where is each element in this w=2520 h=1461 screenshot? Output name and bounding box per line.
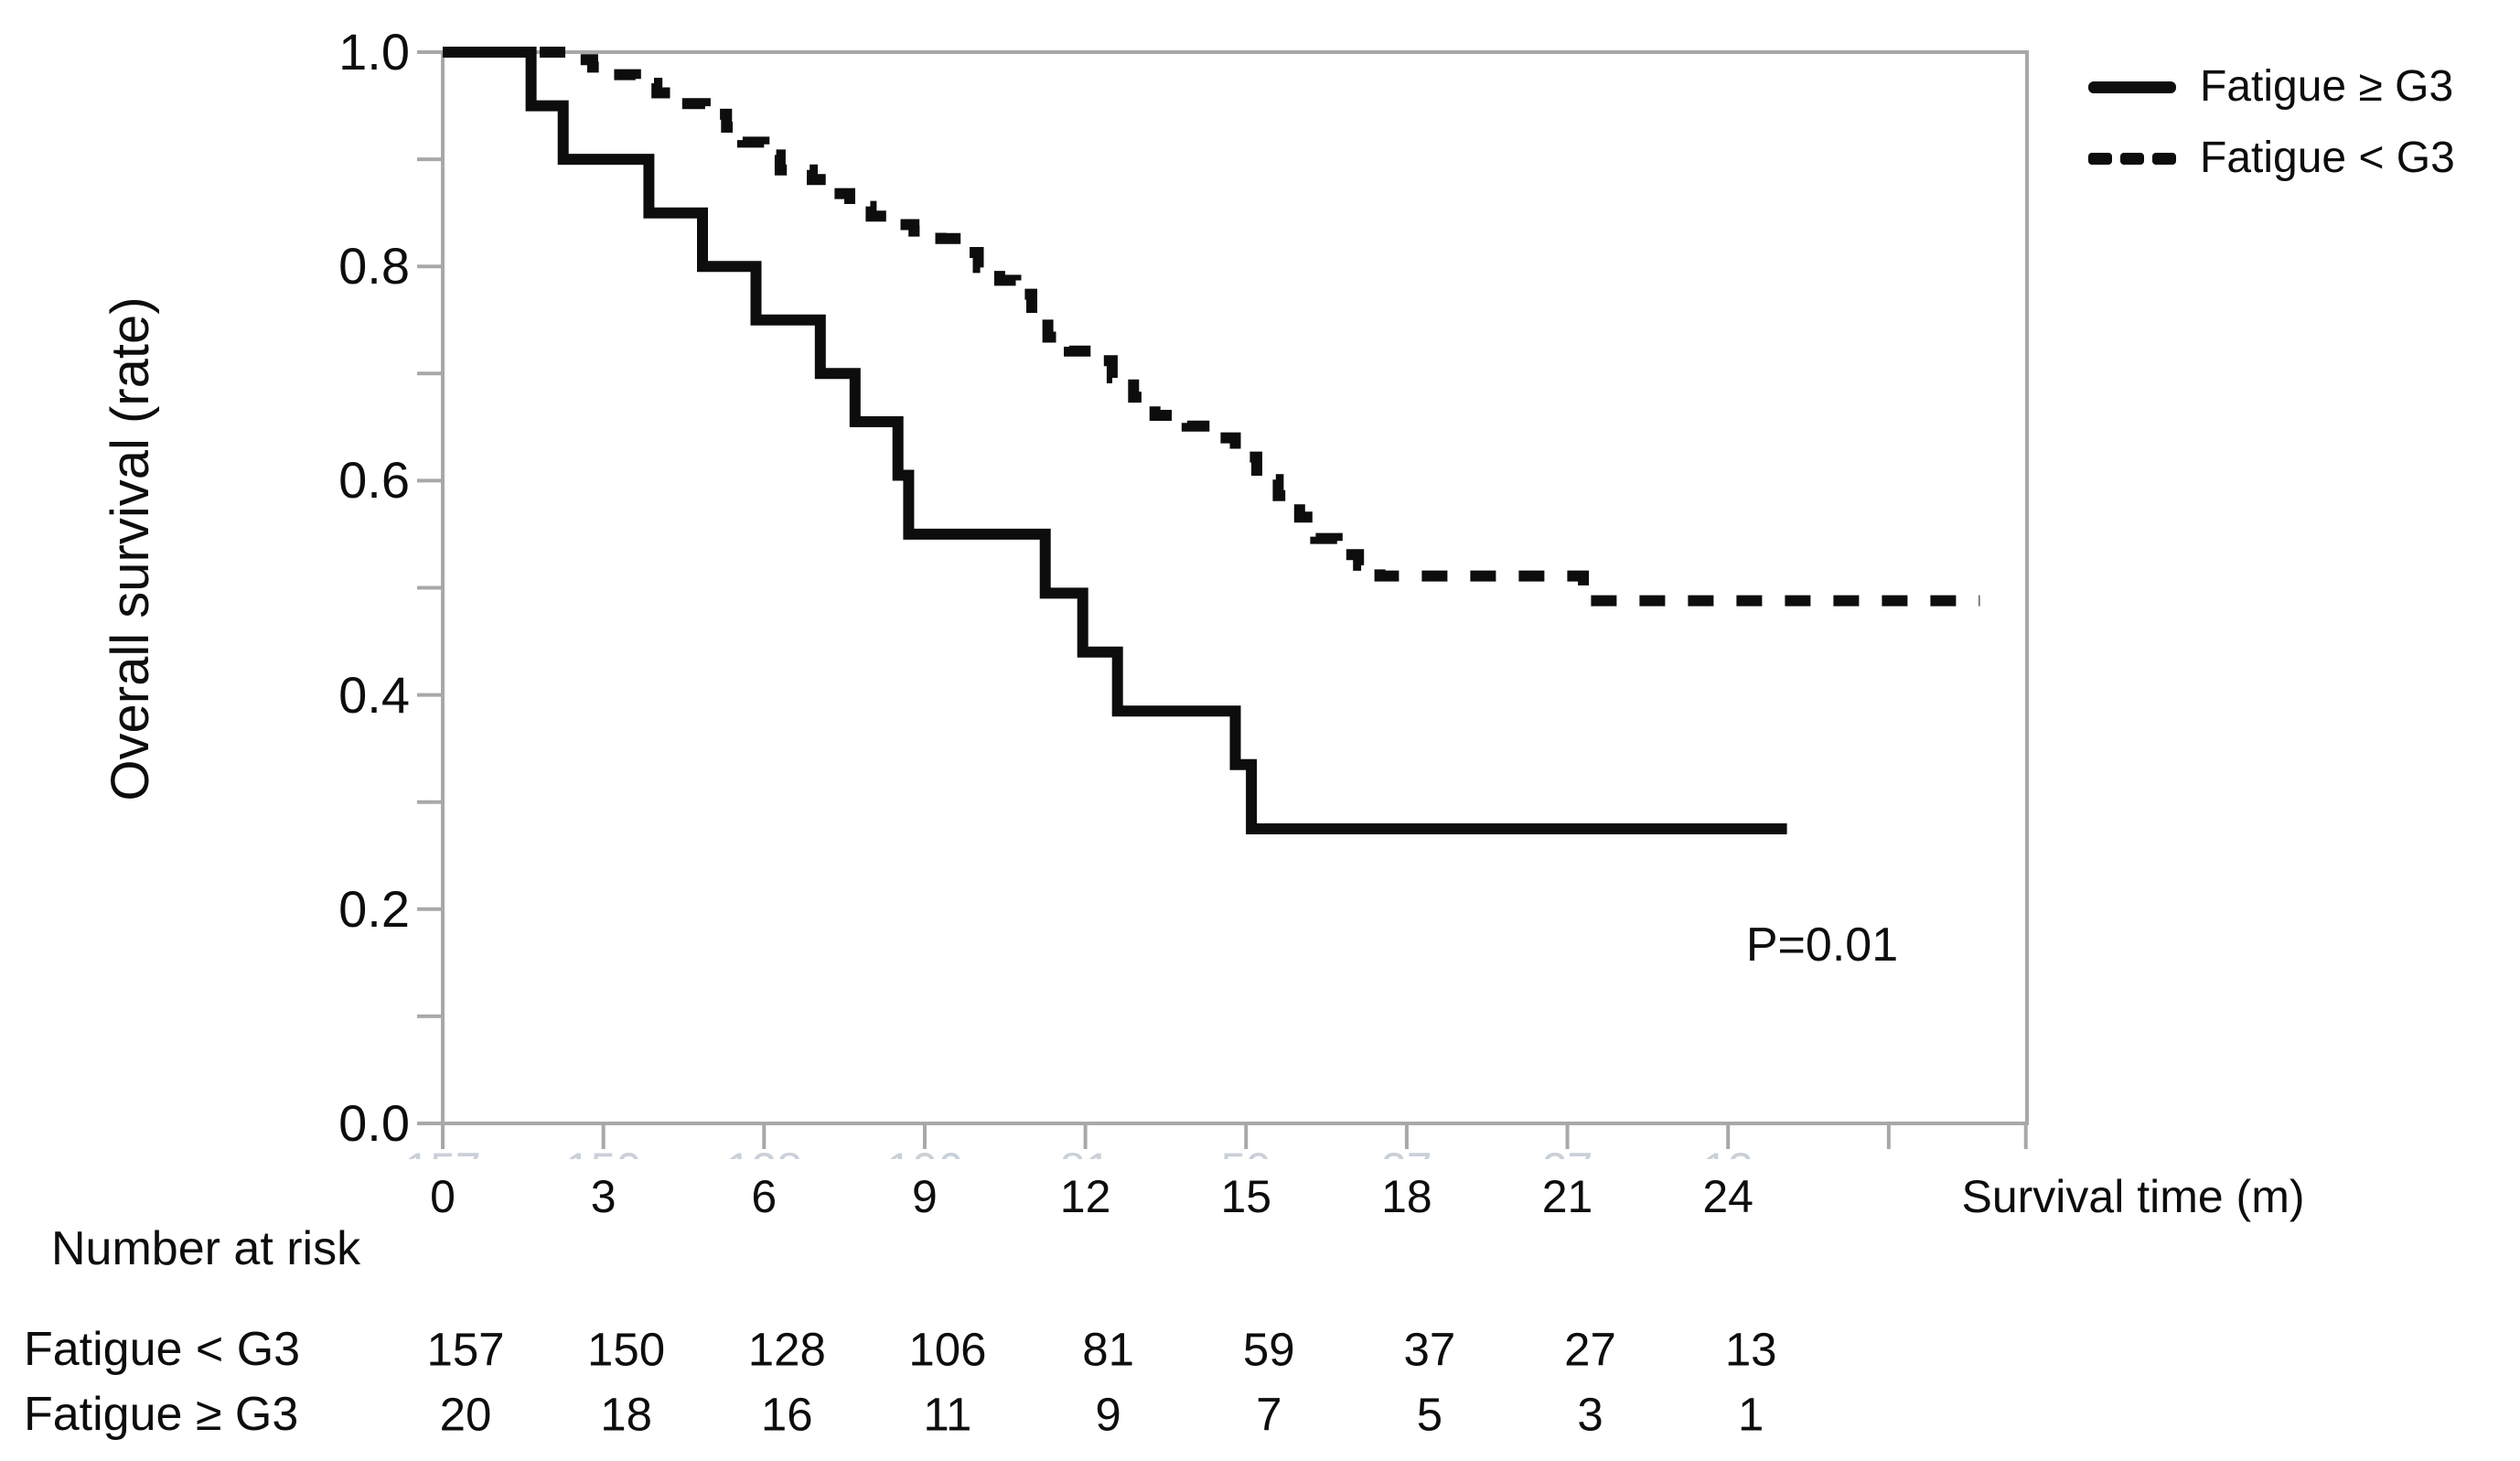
risk-value-row0-m15: 59	[1242, 1323, 1295, 1376]
y-tick-label-0.4: 0.4	[338, 665, 410, 724]
x-tick-label-3: 3	[590, 1171, 617, 1222]
solid-series-path	[443, 47, 1787, 834]
risk-value-row1-m6: 16	[760, 1388, 813, 1441]
risk-row-label-fatigue-ge-g3: Fatigue ≥ G3	[24, 1388, 299, 1441]
clipped-number-artifact-text: 27	[1495, 1145, 1641, 1159]
y-axis-title: Overall survival (rate)	[101, 296, 160, 801]
clipped-number-artifact-text: 106	[852, 1145, 998, 1159]
clipped-number-artifact: 13	[1655, 1145, 1801, 1159]
risk-value-row1-m0: 20	[439, 1388, 492, 1441]
legend-label-fatigue-lt-g3: Fatigue < G3	[2200, 134, 2455, 182]
risk-value-row0-m9: 106	[908, 1323, 987, 1376]
risk-value-row1-m3: 18	[600, 1388, 652, 1441]
number-at-risk-heading: Number at risk	[51, 1222, 361, 1275]
y-tick-label-0.0: 0.0	[338, 1094, 410, 1152]
risk-value-row0-m21: 27	[1564, 1323, 1616, 1376]
risk-row-label-fatigue-lt-g3: Fatigue < G3	[24, 1323, 301, 1376]
x-tick-label-15: 15	[1220, 1171, 1272, 1222]
clipped-number-artifact: 27	[1495, 1145, 1641, 1159]
x-tick-label-12: 12	[1059, 1171, 1111, 1222]
risk-value-row0-m18: 37	[1403, 1323, 1456, 1376]
legend-item-fatigue-lt-g3: Fatigue < G3	[2088, 123, 2455, 194]
x-tick-label-0: 0	[430, 1171, 456, 1222]
clipped-number-artifact-text: 81	[1013, 1145, 1159, 1159]
clipped-number-artifact: 59	[1173, 1145, 1319, 1159]
legend: Fatigue ≥ G3 Fatigue < G3	[2088, 51, 2455, 194]
x-tick-label-24: 24	[1702, 1171, 1753, 1222]
risk-value-row0-m0: 157	[426, 1323, 505, 1376]
clipped-number-artifact: 150	[531, 1145, 677, 1159]
risk-value-row0-m3: 150	[587, 1323, 666, 1376]
x-tick-label-9: 9	[911, 1171, 938, 1222]
x-tick-label-18: 18	[1381, 1171, 1432, 1222]
clipped-number-artifact-text: 150	[531, 1145, 677, 1159]
y-tick-label-0.2: 0.2	[338, 879, 410, 938]
risk-value-row1-m24: 1	[1738, 1388, 1764, 1441]
dashed-line-swatch	[2088, 152, 2176, 165]
y-tick-label-1.0: 1.0	[338, 23, 410, 81]
x-tick-label-21: 21	[1541, 1171, 1593, 1222]
y-tick-label-0.8: 0.8	[338, 237, 410, 295]
clipped-number-artifact: 106	[852, 1145, 998, 1159]
risk-value-row1-m9: 11	[923, 1388, 972, 1441]
risk-value-row0-m12: 81	[1082, 1323, 1134, 1376]
legend-item-fatigue-ge-g3: Fatigue ≥ G3	[2088, 51, 2455, 123]
clipped-number-artifact-text: 128	[691, 1145, 837, 1159]
risk-value-row0-m6: 128	[747, 1323, 826, 1376]
clipped-number-artifact: 37	[1334, 1145, 1480, 1159]
clipped-number-artifact-text: 37	[1334, 1145, 1480, 1159]
x-axis-title: Survival time (m)	[1961, 1171, 2305, 1222]
risk-value-row1-m15: 7	[1256, 1388, 1282, 1441]
risk-value-row0-m24: 13	[1724, 1323, 1777, 1376]
clipped-number-artifact-text: 157	[370, 1145, 516, 1159]
dashed-series-path	[443, 47, 1980, 607]
legend-label-fatigue-ge-g3: Fatigue ≥ G3	[2200, 62, 2454, 111]
y-tick-label-0.6: 0.6	[338, 451, 410, 510]
risk-value-row1-m12: 9	[1095, 1388, 1121, 1441]
x-tick-label-6: 6	[751, 1171, 777, 1222]
clipped-number-artifact: 128	[691, 1145, 837, 1159]
risk-value-row1-m18: 5	[1416, 1388, 1443, 1441]
p-value-annotation: P=0.01	[1745, 918, 1899, 972]
clipped-number-artifact: 157	[370, 1145, 516, 1159]
clipped-number-artifact-text: 59	[1173, 1145, 1319, 1159]
clipped-number-artifact-text: 13	[1655, 1145, 1801, 1159]
clipped-number-artifact: 81	[1013, 1145, 1159, 1159]
risk-value-row1-m21: 3	[1577, 1388, 1603, 1441]
solid-line-swatch	[2088, 81, 2176, 93]
